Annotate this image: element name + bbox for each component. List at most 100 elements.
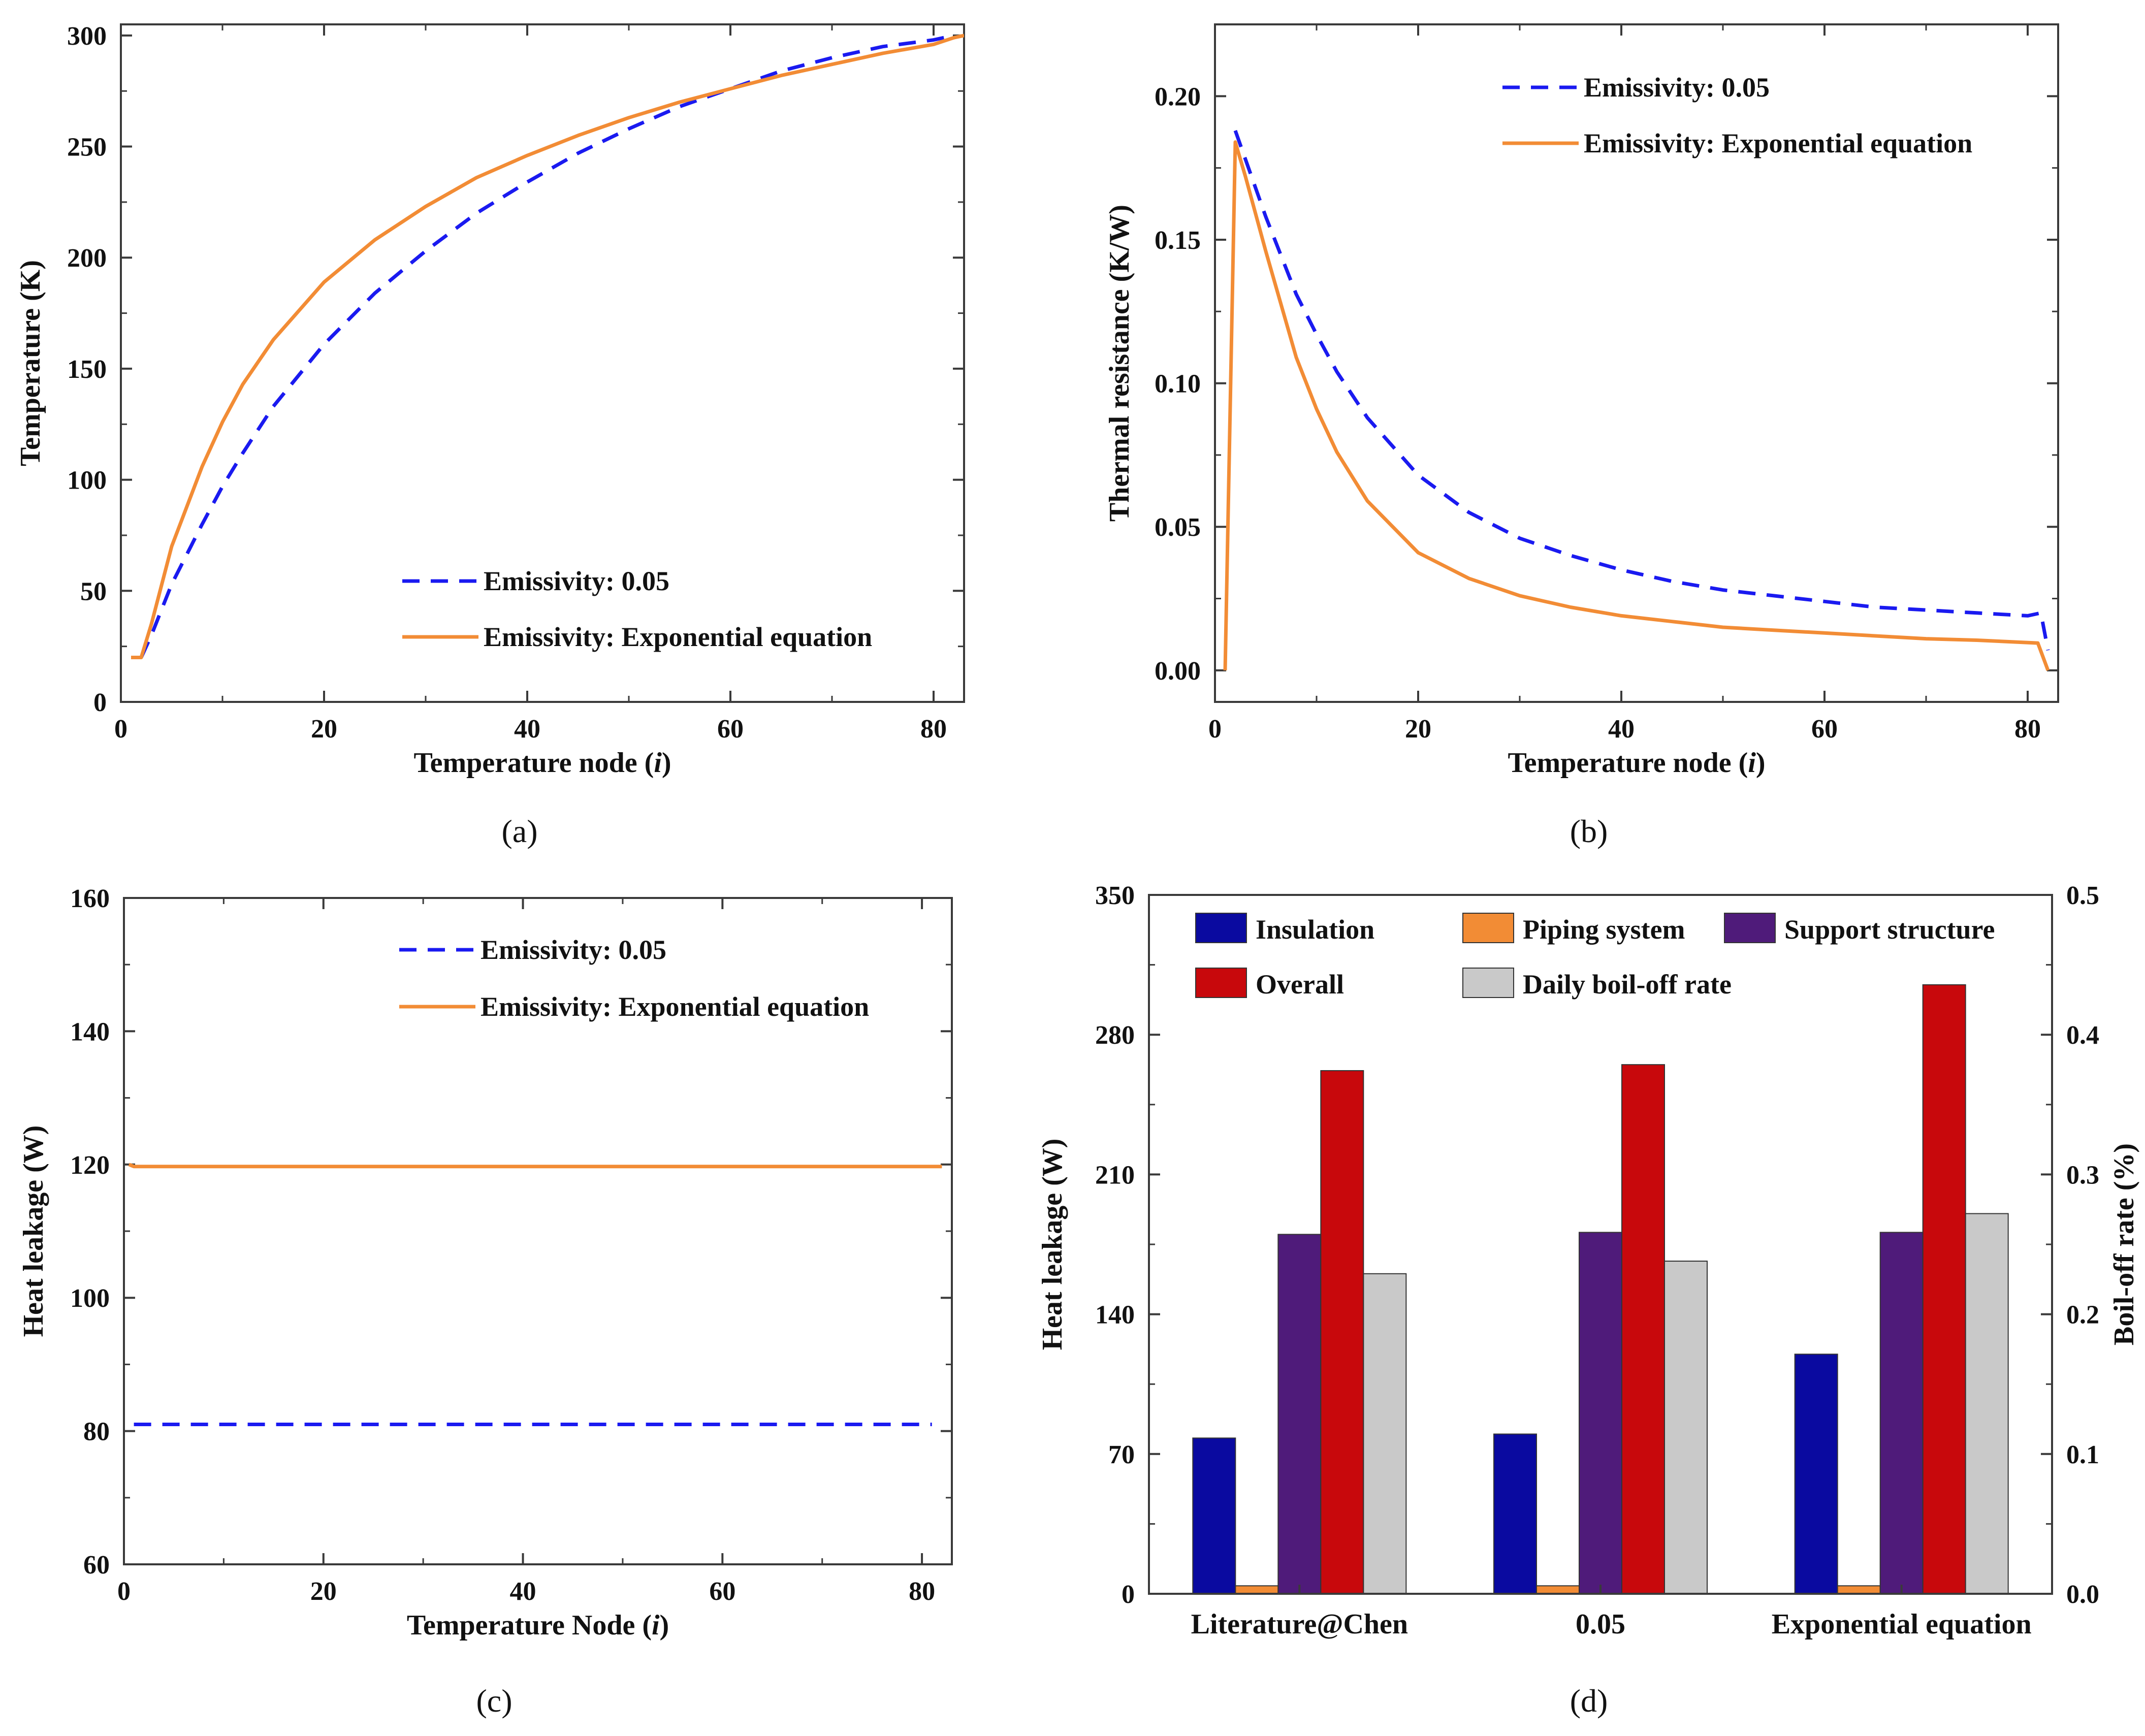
panel-b: 0 20 40 60 80 0.00 0.05 0.10 0.15 0.20 Temperature… [1104,23,2059,849]
label-part: i [1748,747,1756,779]
x-tick-label: 60 [717,715,744,744]
y-tick-label: 280 [1095,1021,1135,1050]
legend: Insulation Piping system Support structure… [1195,913,1995,1000]
bar-piping-system [1536,1585,1580,1594]
legend-swatch [1724,913,1776,943]
x-tick-label: 80 [909,1577,935,1606]
bar-daily-boil-off-rate [1965,1213,2009,1595]
label-part: ) [660,1610,669,1641]
bar-overall [1320,1070,1364,1595]
x-axis-title: Temperature node (i) [1508,747,1765,779]
y-axis-title: Heat leakage (W) [18,1126,49,1337]
y-tick-label: 0.10 [1155,370,1201,399]
x-tick-label: 40 [510,1577,536,1606]
y-tick-label: 70 [1108,1440,1135,1469]
bar-support-structure [1579,1232,1622,1594]
x-tick-label: 60 [709,1577,735,1606]
y2-tick-label: 0.0 [2066,1580,2099,1609]
panel-c: 0 20 40 60 80 60 80 100 120 140 160 Temperature Nod… [18,884,953,1719]
legend: Emissivity: 0.05 Emissivity: Exponential … [399,935,869,1022]
y-tick-label: 0.05 [1155,513,1201,542]
legend-label: Insulation [1256,914,1374,945]
category-label: Literature@Chen [1191,1609,1408,1640]
panel-caption: (c) [476,1683,512,1719]
legend-label: Emissivity: 0.05 [481,935,666,965]
bar-daily-boil-off-rate [1664,1261,1708,1594]
legend-label: Piping system [1523,914,1685,945]
y-axis-title: Thermal resistance (K/W) [1104,205,1135,522]
bar-insulation [1794,1354,1838,1594]
y-tick-label: 100 [70,1284,110,1313]
x-tick-label: 40 [514,715,540,744]
legend: Emissivity: 0.05 Emissivity: Exponential … [1502,72,1972,158]
x-tick-label: 0 [114,715,127,744]
y-axis-title: Heat leakage (W) [1037,1139,1068,1351]
label-part: ) [662,747,671,779]
bar-support-structure [1879,1232,1924,1594]
y-axis-title: Temperature (K) [15,260,46,466]
panel-a: 0 20 40 60 80 0 50 100 150 200 250 300 Temperature n… [15,22,965,849]
y-tick-label: 350 [1095,881,1135,910]
y2-tick-label: 0.5 [2066,881,2099,910]
category-label: Exponential equation [1772,1609,2032,1640]
legend-label: Emissivity: Exponential equation [484,622,872,652]
legend-label: Daily boil-off rate [1523,969,1732,1000]
label-part: Temperature node ( [413,747,654,779]
series-line-emissivity-exponential [1223,140,2050,671]
legend-label: Emissivity: 0.05 [484,566,669,596]
x-tick-label: 0 [117,1577,131,1606]
label-part: Temperature Node ( [407,1610,652,1641]
y-tick-label: 0.00 [1155,657,1201,686]
legend-swatch [1462,968,1514,998]
y-tick-label: 140 [70,1017,110,1046]
y-tick-label: 0 [1122,1580,1135,1609]
label-part: i [652,1610,660,1641]
legend-label: Overall [1256,969,1344,1000]
y-tick-label: 50 [80,577,107,606]
y-tick-label: 0.20 [1155,82,1201,111]
x-axis-title: Temperature Node (i) [407,1610,669,1641]
legend-label: Emissivity: 0.05 [1584,72,1770,103]
legend-swatch [1195,968,1247,998]
y-tick-label: 250 [67,133,107,162]
plot-frame [120,23,965,703]
label-part: ) [1756,747,1766,779]
x-axis-title: Temperature node (i) [413,747,671,779]
y2-tick-label: 0.2 [2066,1301,2099,1330]
bar-support-structure [1277,1234,1322,1594]
y2-tick-label: 0.3 [2066,1161,2099,1190]
bar-piping-system [1837,1585,1881,1594]
x-tick-label: 80 [920,715,947,744]
label-part: i [654,747,662,779]
y-tick-label: 60 [83,1551,110,1580]
y-tick-label: 210 [1095,1161,1135,1190]
x-tick-label: 80 [2014,715,2041,744]
legend-swatch [1195,913,1247,943]
bar-insulation [1493,1433,1537,1594]
y-tick-label: 0.15 [1155,226,1201,255]
bar-overall [1621,1064,1665,1594]
y2-tick-label: 0.4 [2066,1021,2099,1050]
label-part: Temperature node ( [1508,747,1748,779]
bar-overall [1922,984,1966,1594]
legend-label: Emissivity: Exponential equation [1584,128,1972,158]
plot-frame [1214,23,2059,703]
bar-daily-boil-off-rate [1363,1273,1407,1594]
series-line-emissivity-0-05 [1233,130,2050,651]
y-tick-label: 300 [67,22,107,51]
series-line-emissivity-exponential [128,1163,942,1169]
x-tick-label: 20 [1405,715,1431,744]
x-tick-label: 20 [311,715,337,744]
panel-caption: (d) [1570,1683,1608,1719]
bar-piping-system [1235,1585,1279,1594]
legend: Emissivity: 0.05 Emissivity: Exponential … [402,566,872,652]
panel-caption: (a) [501,813,537,849]
bar-insulation [1192,1437,1236,1595]
y-tick-label: 100 [67,466,107,495]
legend-label: Support structure [1784,914,1995,945]
y2-tick-label: 0.1 [2066,1440,2099,1469]
panel-d: 0 70 140 210 280 350 0.0 0.1 0.2 0.3 0.4 0.5 Literat… [1037,881,2140,1719]
category-label: 0.05 [1576,1609,1625,1640]
series-line-emissivity-0-05 [139,34,954,658]
